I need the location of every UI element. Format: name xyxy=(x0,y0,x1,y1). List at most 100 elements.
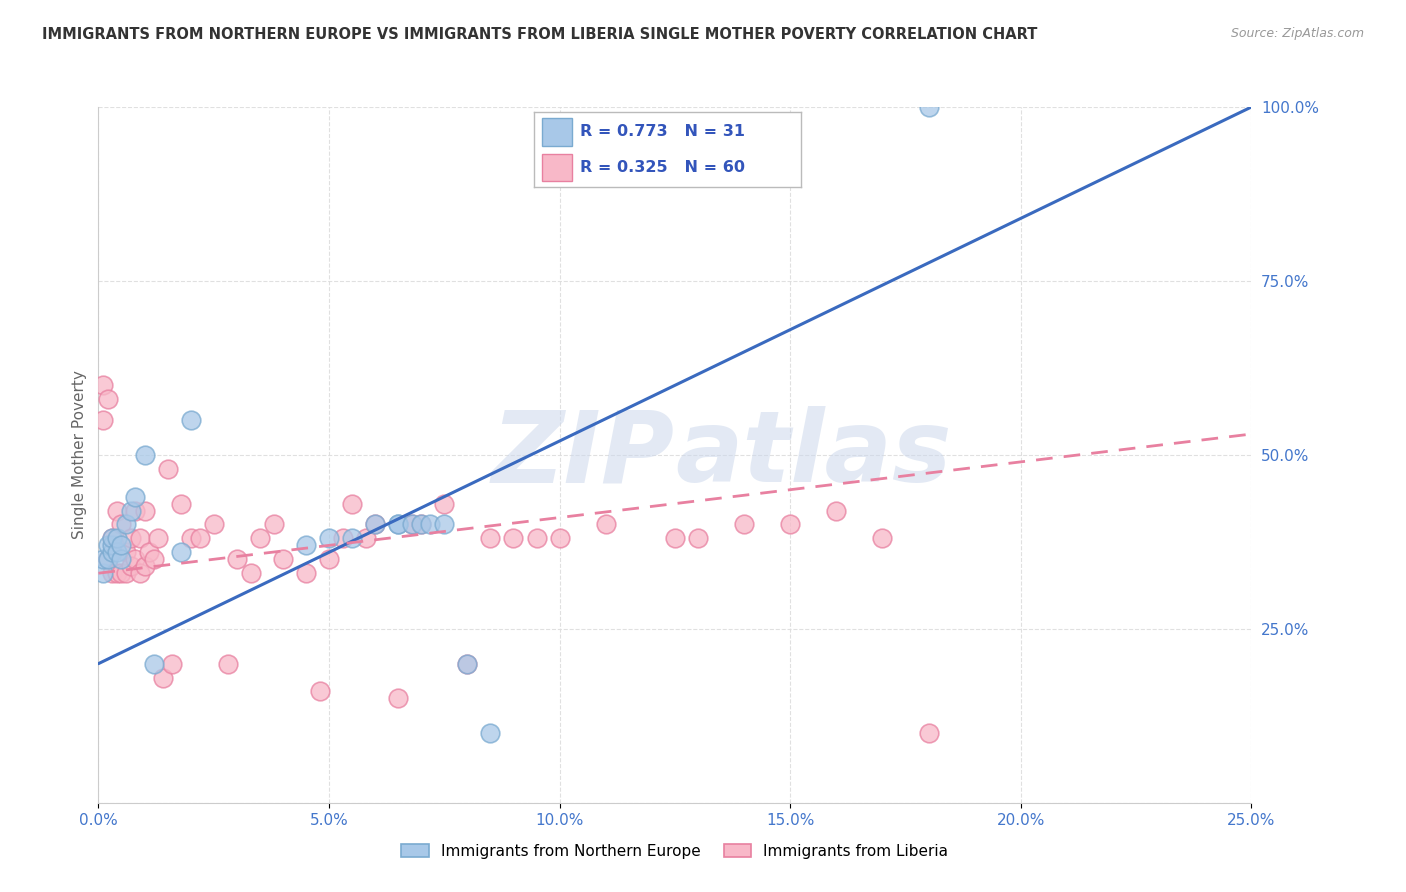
Point xyxy=(364,517,387,532)
Point xyxy=(340,532,363,546)
Point xyxy=(105,566,128,581)
Point xyxy=(387,517,409,532)
Point xyxy=(825,503,848,517)
Text: R = 0.325   N = 60: R = 0.325 N = 60 xyxy=(579,160,745,175)
Point xyxy=(142,552,165,566)
Point xyxy=(120,559,142,574)
Text: IMMIGRANTS FROM NORTHERN EUROPE VS IMMIGRANTS FROM LIBERIA SINGLE MOTHER POVERTY: IMMIGRANTS FROM NORTHERN EUROPE VS IMMIG… xyxy=(42,27,1038,42)
Point xyxy=(124,490,146,504)
Point xyxy=(295,538,318,552)
Point xyxy=(419,517,441,532)
Y-axis label: Single Mother Poverty: Single Mother Poverty xyxy=(72,370,87,540)
Bar xyxy=(543,119,572,145)
Point xyxy=(91,566,114,581)
Point xyxy=(110,517,132,532)
Point xyxy=(129,532,152,546)
Point xyxy=(239,566,262,581)
Point xyxy=(115,517,138,532)
Point xyxy=(170,545,193,559)
Point xyxy=(411,517,433,532)
Point xyxy=(188,532,211,546)
Point xyxy=(110,566,132,581)
Point xyxy=(456,657,478,671)
Point xyxy=(101,566,124,581)
Point xyxy=(101,538,124,552)
Point xyxy=(318,552,340,566)
Text: atlas: atlas xyxy=(675,407,952,503)
Point xyxy=(115,545,138,559)
Point xyxy=(387,517,409,532)
Point xyxy=(91,552,114,566)
Point xyxy=(249,532,271,546)
Point xyxy=(479,726,502,740)
Point xyxy=(97,552,120,566)
Point xyxy=(318,532,340,546)
Point xyxy=(124,503,146,517)
Text: R = 0.773   N = 31: R = 0.773 N = 31 xyxy=(579,125,745,139)
Point xyxy=(110,538,132,552)
Point xyxy=(105,545,128,559)
Point xyxy=(97,552,120,566)
Point xyxy=(917,726,939,740)
Point xyxy=(779,517,801,532)
Point xyxy=(332,532,354,546)
Point xyxy=(97,392,120,407)
Point xyxy=(101,532,124,546)
Point xyxy=(120,532,142,546)
Point xyxy=(170,497,193,511)
Point xyxy=(401,517,423,532)
Point xyxy=(110,552,132,566)
Point xyxy=(160,657,183,671)
Point xyxy=(354,532,377,546)
Legend: Immigrants from Northern Europe, Immigrants from Liberia: Immigrants from Northern Europe, Immigra… xyxy=(395,838,955,864)
Point xyxy=(152,671,174,685)
Point xyxy=(134,448,156,462)
Point xyxy=(134,559,156,574)
Point xyxy=(917,100,939,114)
Point xyxy=(526,532,548,546)
Point xyxy=(433,517,456,532)
Bar xyxy=(543,154,572,181)
Point xyxy=(142,657,165,671)
Point xyxy=(101,545,124,559)
Point xyxy=(180,532,202,546)
Point xyxy=(664,532,686,546)
Point xyxy=(295,566,318,581)
Point xyxy=(97,538,120,552)
Point xyxy=(120,503,142,517)
Point xyxy=(308,684,330,698)
Point xyxy=(105,503,128,517)
Point xyxy=(733,517,755,532)
Point xyxy=(91,378,114,392)
Point xyxy=(686,532,709,546)
Point xyxy=(411,517,433,532)
Point xyxy=(401,517,423,532)
Point xyxy=(433,497,456,511)
Point xyxy=(115,566,138,581)
Text: Source: ZipAtlas.com: Source: ZipAtlas.com xyxy=(1230,27,1364,40)
Point xyxy=(225,552,247,566)
Point xyxy=(156,462,179,476)
Point xyxy=(340,497,363,511)
Point xyxy=(148,532,170,546)
Point xyxy=(456,657,478,671)
Point xyxy=(129,566,152,581)
Point xyxy=(479,532,502,546)
Point xyxy=(202,517,225,532)
Point xyxy=(872,532,894,546)
Point xyxy=(138,545,160,559)
Point xyxy=(180,413,202,427)
Point xyxy=(105,532,128,546)
Point xyxy=(387,691,409,706)
Point xyxy=(271,552,294,566)
Point xyxy=(124,552,146,566)
Point xyxy=(595,517,617,532)
Point xyxy=(134,503,156,517)
Point xyxy=(502,532,524,546)
Point xyxy=(263,517,285,532)
Text: ZIP: ZIP xyxy=(492,407,675,503)
Point xyxy=(217,657,239,671)
Point xyxy=(101,532,124,546)
Point xyxy=(548,532,571,546)
Point xyxy=(364,517,387,532)
